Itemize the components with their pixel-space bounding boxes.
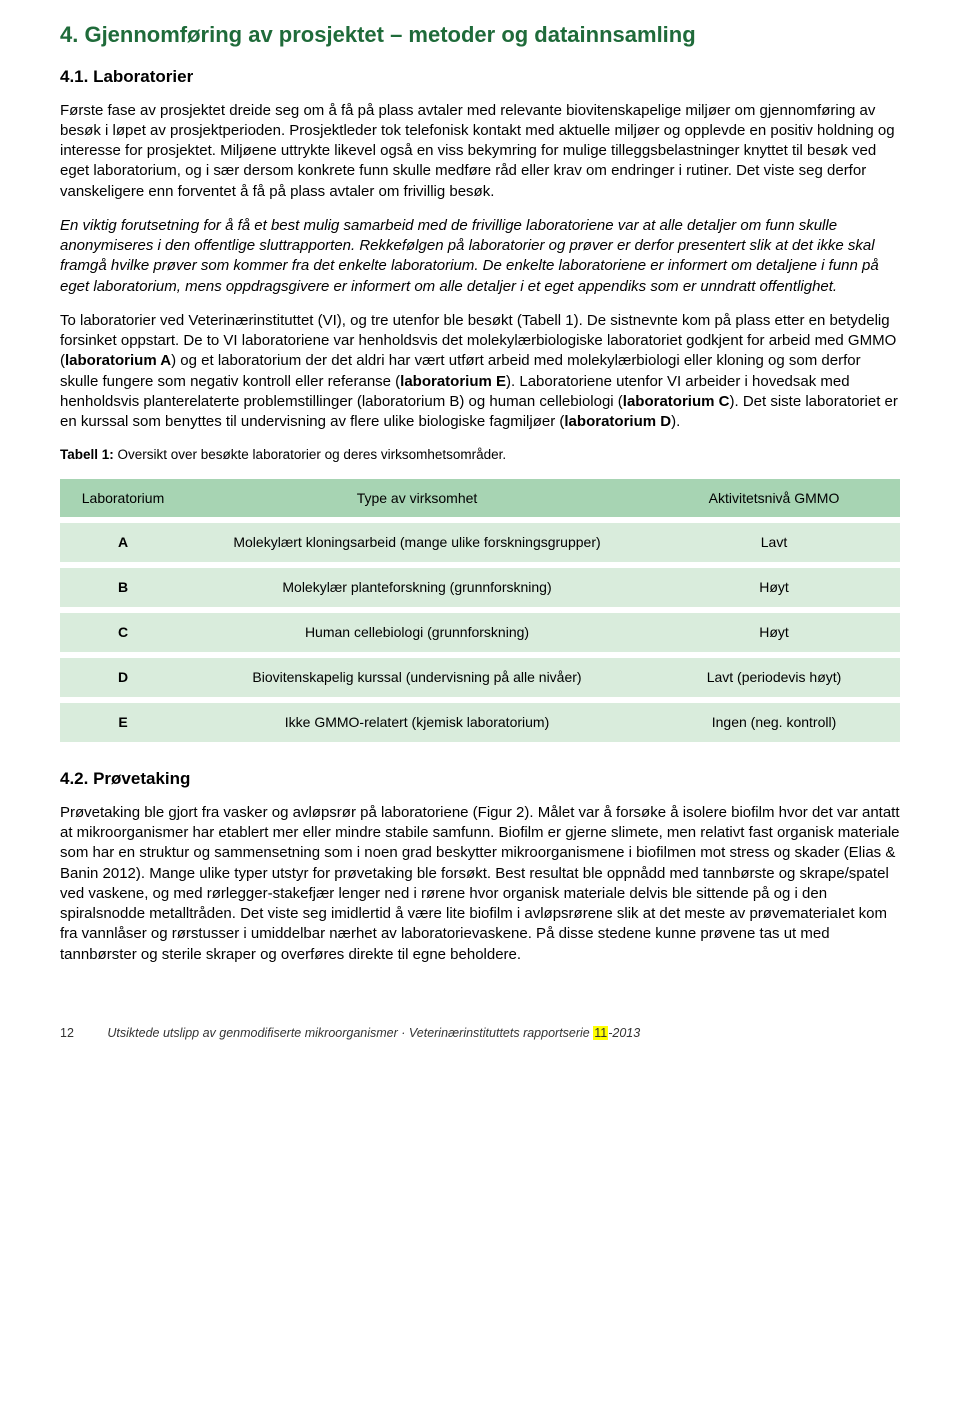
paragraph-laboratories: To laboratorier ved Veterinærinstituttet…	[60, 311, 900, 433]
table-row: AMolekylært kloningsarbeid (mange ulike …	[60, 523, 900, 562]
table-row: BMolekylær planteforskning (grunnforskni…	[60, 568, 900, 607]
subsection-heading-4-1: 4.1. Laboratorier	[60, 66, 900, 89]
table-cell: Lavt (periodevis høyt)	[648, 658, 900, 697]
table-cell: Molekylær planteforskning (grunnforsknin…	[186, 568, 648, 607]
table-cell: Ikke GMMO-relatert (kjemisk laboratorium…	[186, 703, 648, 742]
footer-text-pre: Utsiktede utslipp av genmodifiserte mikr…	[107, 1026, 593, 1040]
table-cell: D	[60, 658, 186, 697]
lab-c-label: laboratorium C	[623, 393, 730, 410]
table-1-laboratories: LaboratoriumType av virksomhetAktivitets…	[60, 473, 900, 748]
paragraph-anonymity: En viktig forutsetning for å få et best …	[60, 216, 900, 297]
paragraph-sampling: Prøvetaking ble gjort fra vasker og avlø…	[60, 803, 900, 965]
table-cell: E	[60, 703, 186, 742]
table-caption-label: Tabell 1:	[60, 447, 114, 462]
paragraph-intro: Første fase av prosjektet dreide seg om …	[60, 101, 900, 202]
table-cell: Høyt	[648, 613, 900, 652]
p3-end: ).	[671, 413, 680, 430]
table-caption-text: Oversikt over besøkte laboratorier og de…	[114, 447, 506, 462]
table-header-cell: Laboratorium	[60, 479, 186, 518]
table-body: AMolekylært kloningsarbeid (mange ulike …	[60, 523, 900, 741]
footer-text-post: -2013	[608, 1026, 640, 1040]
footer-highlight: 11	[593, 1026, 608, 1040]
table-header-cell: Type av virksomhet	[186, 479, 648, 518]
table-cell: Molekylært kloningsarbeid (mange ulike f…	[186, 523, 648, 562]
table-header-cell: Aktivitetsnivå GMMO	[648, 479, 900, 518]
table-cell: C	[60, 613, 186, 652]
lab-d-label: laboratorium D	[564, 413, 671, 430]
lab-e-label: laboratorium E	[400, 373, 506, 390]
subsection-heading-4-2: 4.2. Prøvetaking	[60, 768, 900, 791]
table-cell: Ingen (neg. kontroll)	[648, 703, 900, 742]
table-header-row: LaboratoriumType av virksomhetAktivitets…	[60, 479, 900, 518]
page-footer: 12 Utsiktede utslipp av genmodifiserte m…	[60, 1025, 900, 1042]
table-cell: Biovitenskapelig kurssal (undervisning p…	[186, 658, 648, 697]
section-heading-4: 4. Gjennomføring av prosjektet – metoder…	[60, 20, 900, 50]
table-cell: Human cellebiologi (grunnforskning)	[186, 613, 648, 652]
table-cell: Høyt	[648, 568, 900, 607]
page-number: 12	[60, 1025, 74, 1042]
table-row: CHuman cellebiologi (grunnforskning)Høyt	[60, 613, 900, 652]
table-row: DBiovitenskapelig kurssal (undervisning …	[60, 658, 900, 697]
table-cell: Lavt	[648, 523, 900, 562]
table-1-caption: Tabell 1: Oversikt over besøkte laborato…	[60, 446, 900, 464]
table-row: EIkke GMMO-relatert (kjemisk laboratoriu…	[60, 703, 900, 742]
table-cell: B	[60, 568, 186, 607]
table-cell: A	[60, 523, 186, 562]
lab-a-label: laboratorium A	[65, 352, 171, 369]
